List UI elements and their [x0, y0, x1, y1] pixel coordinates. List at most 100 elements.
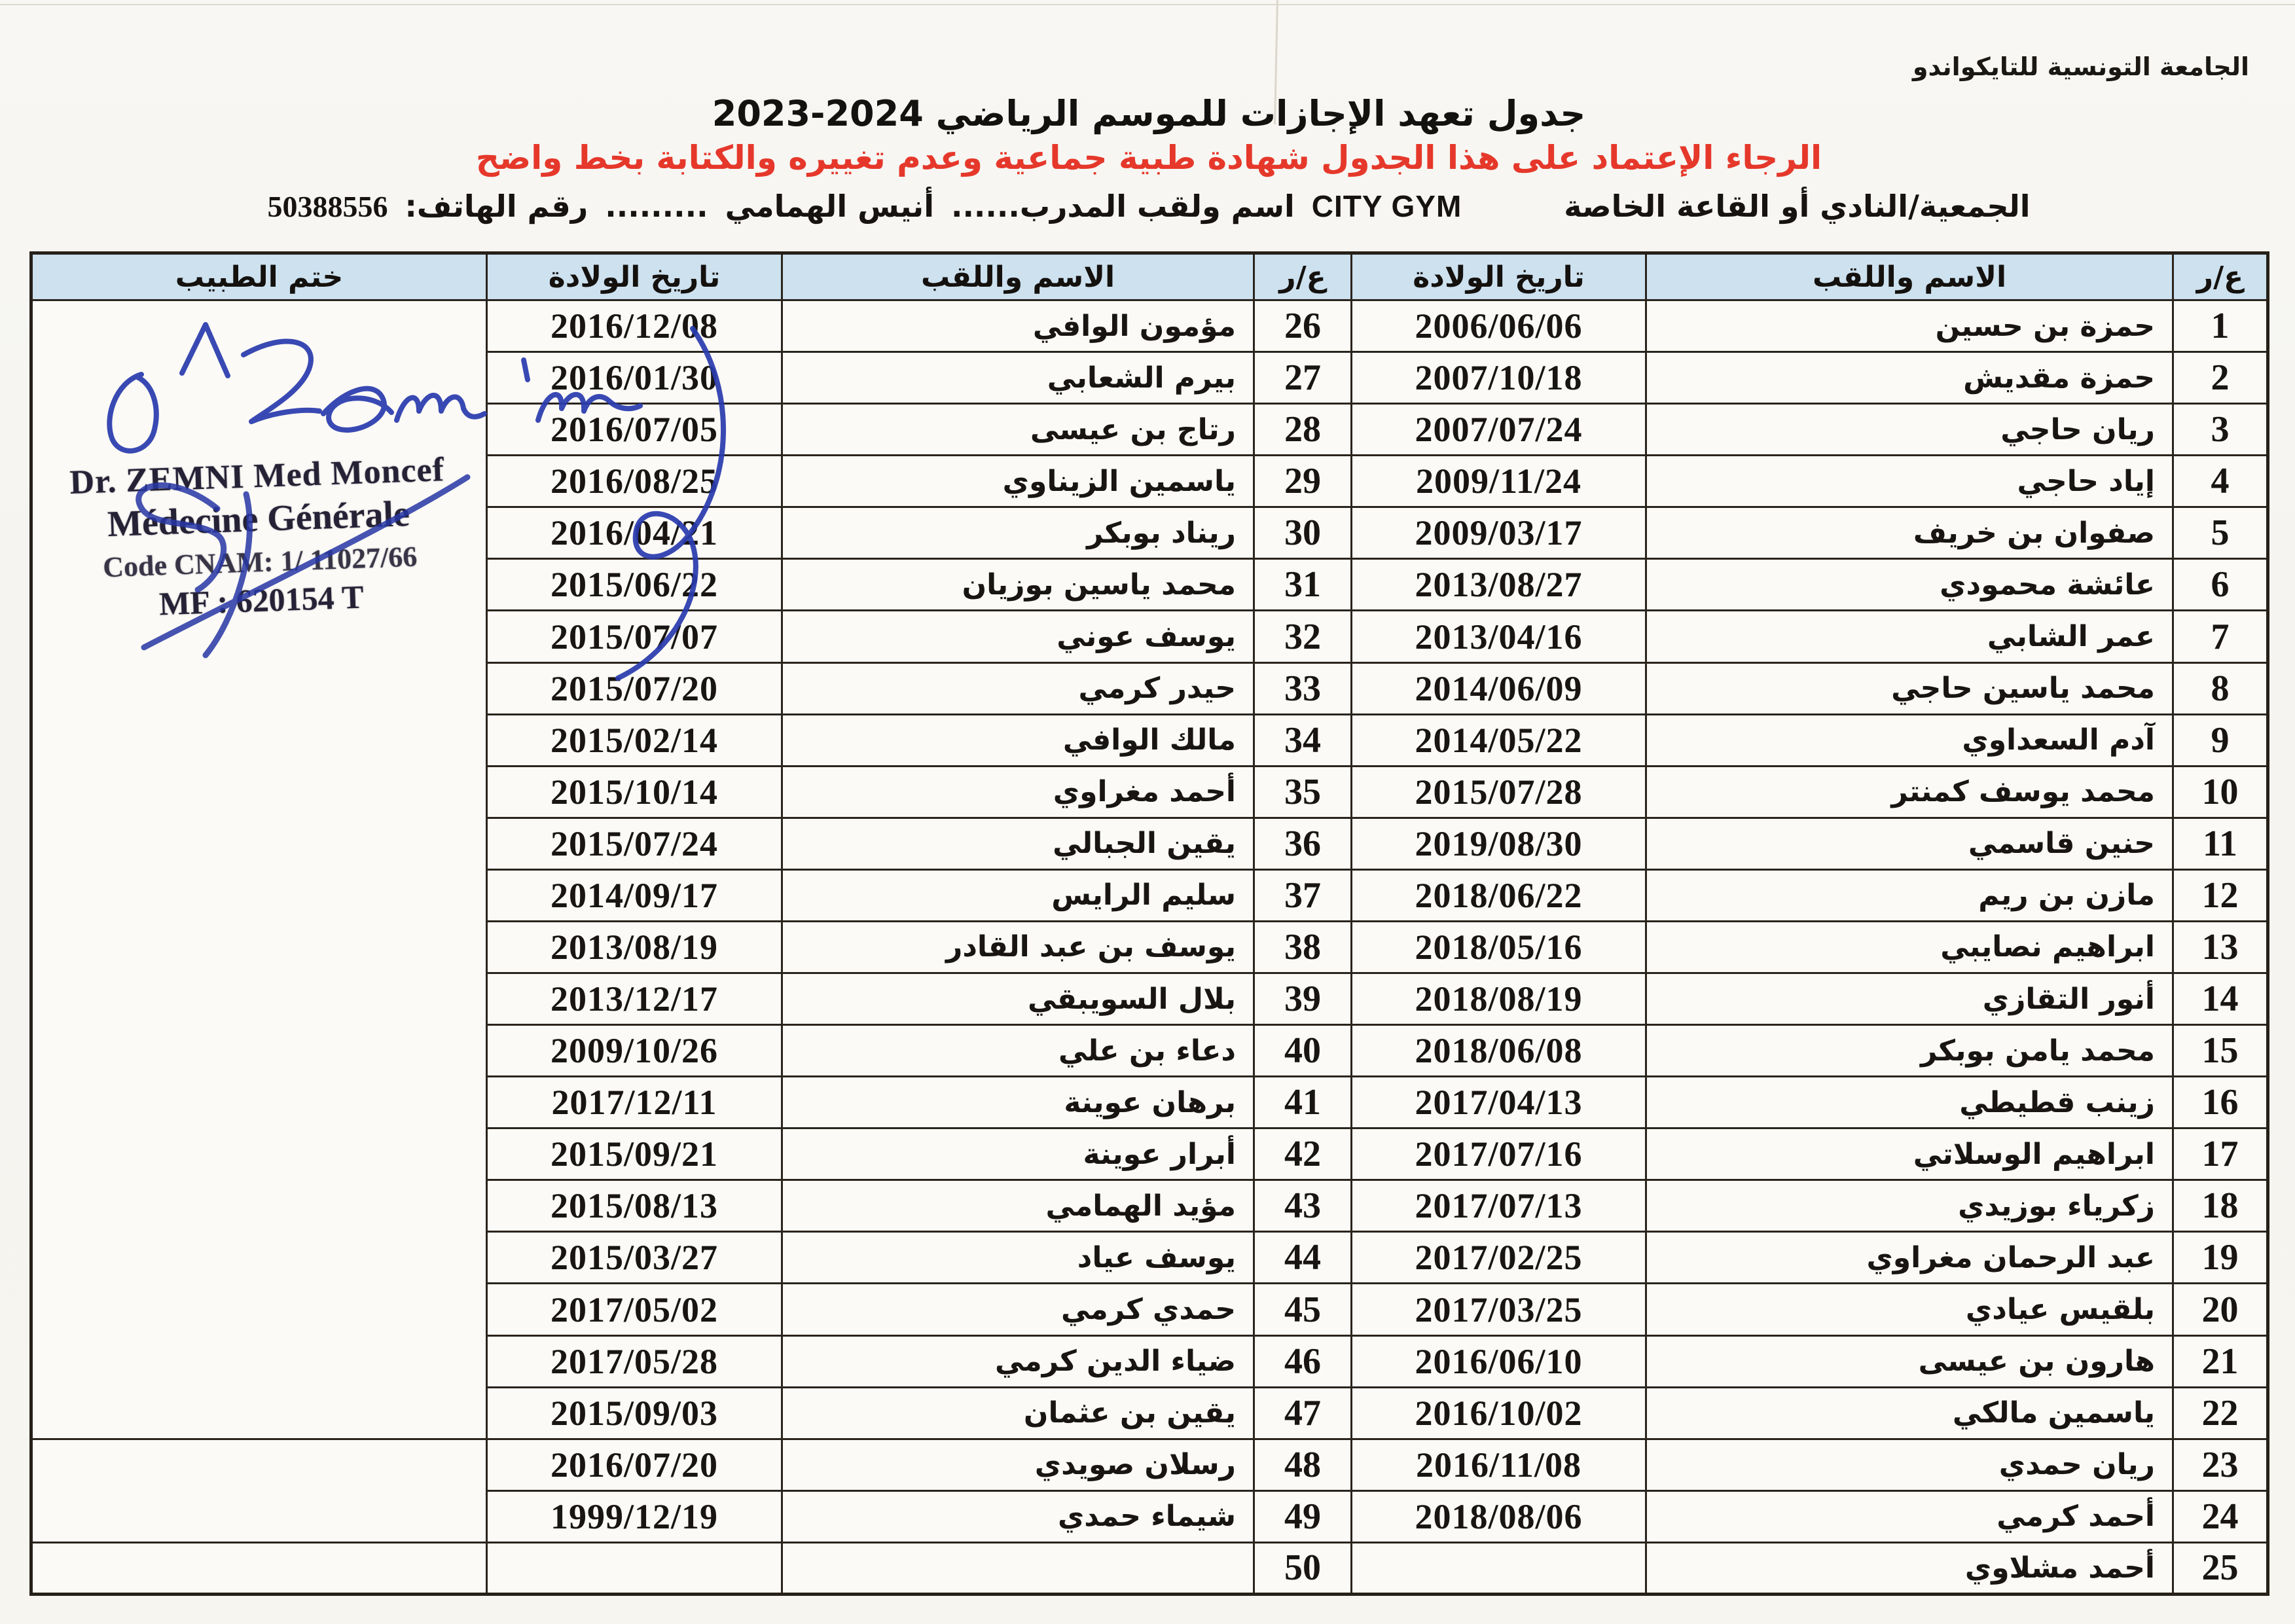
birthdate-right: 2018/05/16: [1350, 920, 1647, 975]
dots-filler: .........: [605, 189, 708, 224]
doctor-stamp-empty-cell: [30, 1541, 488, 1596]
row-number-left: 36: [1253, 816, 1352, 871]
athlete-name-right: محمد ياسين حاجي: [1645, 661, 2174, 715]
athlete-name-left: دعاء بن علي: [781, 1024, 1255, 1078]
athlete-name-right: ابراهيم الوسلاتي: [1645, 1127, 2174, 1182]
birthdate-right: 2014/05/22: [1350, 713, 1647, 767]
document-title: جدول تعهد الإجازات للموسم الرياضي 2024-2…: [712, 93, 1586, 134]
athlete-name-left: رسلان صويدي: [781, 1437, 1255, 1492]
athlete-name-right: أحمد كرمي: [1645, 1489, 2174, 1543]
athlete-name-right: حمزة بن حسين: [1645, 298, 2174, 353]
phone-label: رقم الهاتف:: [405, 189, 588, 224]
row-number-left: 28: [1253, 403, 1352, 457]
athlete-name-right: محمد يوسف كمنتر: [1645, 765, 2174, 819]
row-number-right: 25: [2172, 1541, 2269, 1596]
table-row: 16 زينب قطيطي 2017/04/13 41 برهان عوينة …: [31, 1075, 2269, 1130]
athlete-name-left: يوسف عوني: [781, 609, 1255, 664]
table-row: 21 هارون بن عيسى 2016/06/10 46 ضياء الدي…: [31, 1334, 2269, 1388]
birthdate-right: 2009/03/17: [1350, 506, 1647, 560]
row-number-right: 13: [2172, 920, 2269, 975]
row-number-left: 50: [1253, 1541, 1352, 1596]
athlete-name-right: إياد حاجي: [1645, 454, 2174, 509]
row-number-left: 42: [1253, 1127, 1352, 1182]
birthdate-left: 2015/06/22: [486, 558, 783, 612]
row-number-left: 31: [1253, 558, 1352, 612]
row-number-left: 37: [1253, 868, 1352, 922]
athlete-name-left: محمد ياسين بوزيان: [781, 558, 1255, 612]
athlete-name-left: برهان عوينة: [781, 1075, 1255, 1130]
row-number-right: 7: [2172, 609, 2269, 664]
row-number-right: 20: [2172, 1282, 2269, 1337]
table-row: 13 ابراهيم نصايبي 2018/05/16 38 يوسف بن …: [31, 920, 2269, 975]
birthdate-right: 2017/07/13: [1350, 1179, 1647, 1233]
athlete-name-right: مازن بن ريم: [1645, 868, 2174, 922]
athlete-name-right: أنور التقازي: [1645, 972, 2174, 1026]
table-row: 18 زكرياء بوزيدي 2017/07/13 43 مؤيد الهم…: [31, 1179, 2269, 1233]
row-number-right: 24: [2172, 1489, 2269, 1543]
birthdate-right: 2006/06/06: [1350, 298, 1647, 353]
row-number-right: 14: [2172, 972, 2269, 1026]
row-number-left: 49: [1253, 1489, 1352, 1543]
athlete-name-left: حمدي كرمي: [781, 1282, 1255, 1337]
row-number-right: 17: [2172, 1127, 2269, 1182]
birthdate-left: 2017/12/11: [486, 1075, 783, 1130]
birthdate-right: [1350, 1541, 1647, 1596]
table-row: 14 أنور التقازي 2018/08/19 39 بلال السوي…: [31, 972, 2269, 1026]
row-number-left: 32: [1253, 609, 1352, 664]
row-number-left: 41: [1253, 1075, 1352, 1130]
birthdate-right: 2018/06/08: [1350, 1024, 1647, 1078]
row-number-right: 19: [2172, 1231, 2269, 1285]
birthdate-right: 2007/07/24: [1350, 403, 1647, 457]
birthdate-right: 2018/08/06: [1350, 1489, 1647, 1543]
athlete-name-right: زينب قطيطي: [1645, 1075, 2174, 1130]
athlete-name-right: أحمد مشلاوي: [1645, 1541, 2174, 1596]
birthdate-right: 2019/08/30: [1350, 816, 1647, 871]
athlete-name-right: حنين قاسمي: [1645, 816, 2174, 871]
athlete-name-left: أحمد مغراوي: [781, 765, 1255, 819]
table-row: 10 محمد يوسف كمنتر 2015/07/28 35 أحمد مغ…: [31, 765, 2269, 819]
birthdate-left: 2015/09/21: [486, 1127, 783, 1182]
athlete-name-right: ياسمين مالكي: [1645, 1386, 2174, 1440]
athlete-name-left: ياسمين الزيناوي: [781, 454, 1255, 509]
birthdate-left: 2016/08/25: [486, 454, 783, 509]
athlete-name-right: بلقيس عيادي: [1645, 1282, 2174, 1337]
athlete-name-left: بيرم الشعابي: [781, 351, 1255, 405]
birthdate-left: 2016/07/05: [486, 403, 783, 457]
birthdate-left: 2016/01/30: [486, 351, 783, 405]
row-number-right: 12: [2172, 868, 2269, 922]
birthdate-right: 2009/11/24: [1350, 454, 1647, 509]
birthdate-right: 2018/08/19: [1350, 972, 1647, 1026]
signature-stroke: [107, 372, 159, 454]
athlete-name-left: ريناد بوبكر: [781, 506, 1255, 560]
athlete-name-right: حمزة مقديش: [1645, 351, 2174, 405]
header-rownum-right: ع/ر: [2172, 252, 2269, 301]
birthdate-left: 2015/07/24: [486, 816, 783, 871]
birthdate-right: 2017/03/25: [1350, 1282, 1647, 1337]
athlete-name-left: [781, 1541, 1255, 1596]
athlete-name-right: عبد الرحمان مغراوي: [1645, 1231, 2174, 1285]
birthdate-right: 2017/04/13: [1350, 1075, 1647, 1130]
birthdate-right: 2018/06/22: [1350, 868, 1647, 922]
table-row: 11 حنين قاسمي 2019/08/30 36 يقين الجبالي…: [31, 816, 2269, 871]
birthdate-right: 2016/11/08: [1350, 1437, 1647, 1492]
birthdate-right: 2007/10/18: [1350, 351, 1647, 405]
club-name-value: CITY GYM: [1311, 189, 1462, 223]
birthdate-left: 2017/05/02: [486, 1282, 783, 1337]
row-number-right: 15: [2172, 1024, 2269, 1078]
row-number-left: 48: [1253, 1437, 1352, 1492]
birthdate-right: 2015/07/28: [1350, 765, 1647, 819]
red-instruction-note: الرجاء الإعتماد على هذا الجدول شهادة طبي…: [475, 139, 1822, 177]
header-doctor-stamp: ختم الطبيب: [30, 252, 488, 301]
athlete-name-left: شيماء حمدي: [781, 1489, 1255, 1543]
athlete-name-right: زكرياء بوزيدي: [1645, 1179, 2174, 1233]
table-row: 15 محمد يامن بوبكر 2018/06/08 40 دعاء بن…: [31, 1024, 2269, 1078]
birthdate-left: 2017/05/28: [486, 1334, 783, 1388]
table-row: 17 ابراهيم الوسلاتي 2017/07/16 42 أبرار …: [31, 1127, 2269, 1182]
table-row: 1 حمزة بن حسين 2006/06/06 26 مؤمون الواف…: [30, 298, 2269, 1440]
row-number-left: 46: [1253, 1334, 1352, 1388]
header-rownum-left: ع/ر: [1253, 252, 1352, 301]
birthdate-left: 2016/12/08: [486, 298, 783, 353]
coach-label: اسم ولقب المدرب......: [950, 189, 1295, 224]
row-number-left: 29: [1253, 454, 1352, 509]
table-header-row: ع/ر الاسم واللقب تاريخ الولادة ع/ر الاسم…: [30, 252, 2269, 301]
